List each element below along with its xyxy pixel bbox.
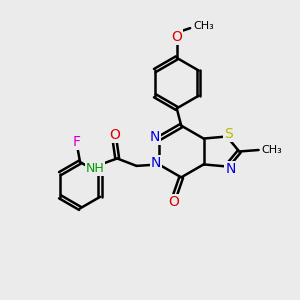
Text: N: N	[149, 130, 160, 144]
Text: NH: NH	[85, 162, 104, 176]
Text: O: O	[109, 128, 120, 142]
Text: N: N	[225, 163, 236, 176]
Text: CH₃: CH₃	[261, 145, 282, 155]
Text: CH₃: CH₃	[194, 21, 214, 32]
Text: O: O	[168, 195, 179, 209]
Text: N: N	[151, 156, 161, 170]
Text: O: O	[171, 30, 182, 44]
Text: S: S	[224, 127, 233, 140]
Text: F: F	[73, 135, 81, 149]
